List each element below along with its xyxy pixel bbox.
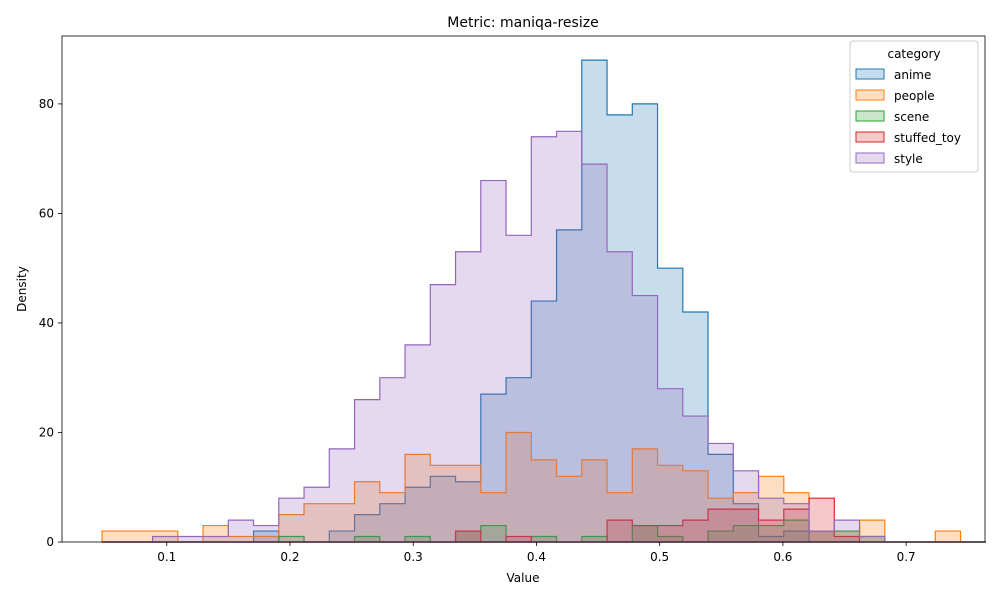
legend-swatch: [855, 110, 885, 122]
legend-swatch: [855, 152, 885, 164]
x-tick-label: 0.5: [650, 550, 669, 564]
y-axis: 0 20 40 60 80: [39, 97, 62, 549]
legend-label: stuffed_toy: [894, 131, 961, 145]
legend-item-anime: anime: [855, 68, 931, 82]
y-tick-label: 0: [46, 535, 54, 549]
legend-swatch: [855, 131, 885, 143]
legend-item-people: people: [855, 89, 935, 103]
legend-label: style: [894, 152, 923, 166]
x-tick-label: 0.7: [897, 550, 916, 564]
legend-box: [849, 40, 979, 173]
x-tick-label: 0.4: [527, 550, 546, 564]
legend-title: category: [887, 47, 940, 61]
y-axis-label: Density: [15, 266, 29, 312]
x-tick-label: 0.6: [773, 550, 792, 564]
x-tick-label: 0.3: [404, 550, 423, 564]
y-tick-label: 20: [39, 425, 54, 439]
legend-label: scene: [894, 110, 929, 124]
plot-frame: [61, 35, 986, 543]
plot-area: [61, 35, 986, 543]
x-axis-label: Value: [507, 571, 540, 585]
x-tick-label: 0.2: [280, 550, 299, 564]
legend-label: people: [894, 89, 935, 103]
legend-swatch: [855, 89, 885, 101]
series-area-style: [102, 130, 986, 543]
y-tick-label: 60: [39, 206, 54, 220]
x-axis: 0.1 0.2 0.3 0.4 0.5 0.6 0.7: [157, 542, 916, 564]
y-tick-label: 80: [39, 97, 54, 111]
y-tick-label: 40: [39, 316, 54, 330]
legend-item-scene: scene: [855, 110, 929, 124]
legend-item-style: style: [855, 152, 923, 166]
chart-title: Metric: maniqa-resize: [447, 15, 598, 31]
series-style: [102, 130, 986, 543]
legend-swatch: [855, 68, 885, 80]
x-tick-label: 0.1: [157, 550, 176, 564]
legend-label: anime: [894, 68, 931, 82]
legend-item-stuffed-toy: stuffed_toy: [855, 131, 961, 145]
